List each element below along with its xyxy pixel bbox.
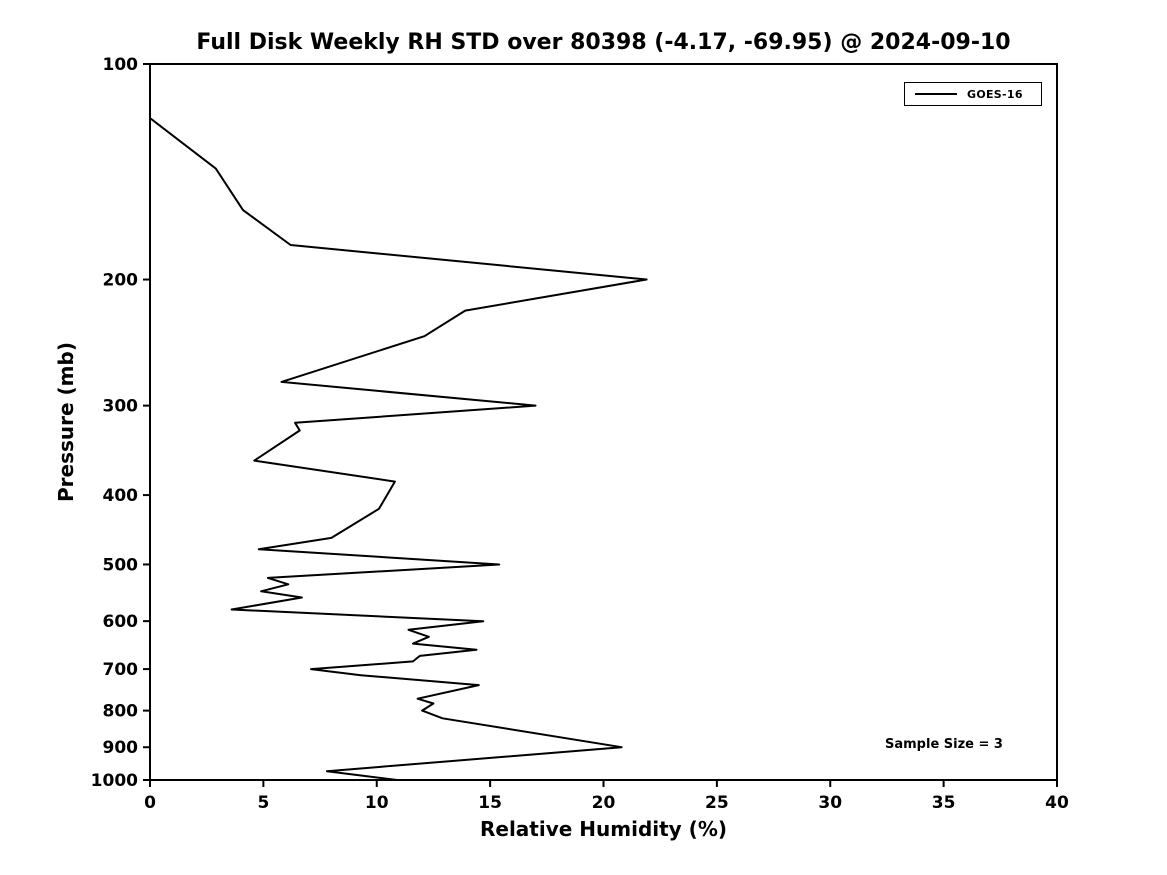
x-tick-label: 10 [365,793,389,813]
y-tick-label: 600 [103,612,139,632]
y-tick-label: 200 [103,271,139,291]
y-tick-label: 1000 [91,771,138,791]
y-tick-label: 800 [103,702,139,722]
legend-line-sample [915,93,957,95]
y-tick-label: 400 [103,486,139,506]
goes16-line [149,64,648,781]
chart-title: Full Disk Weekly RH STD over 80398 (-4.1… [196,30,1011,55]
y-tick-label: 500 [103,555,139,575]
y-tick-label: 300 [103,397,139,417]
y-tick-label: 100 [103,55,139,75]
legend: GOES-16 [904,82,1042,106]
x-tick-label: 0 [144,793,156,813]
y-tick-label: 700 [103,660,139,680]
x-tick-label: 30 [818,793,842,813]
x-tick-label: 5 [257,793,269,813]
y-tick-label: 900 [103,738,139,758]
x-tick-label: 25 [705,793,729,813]
x-axis-label: Relative Humidity (%) [479,817,728,841]
y-axis-label: Pressure (mb) [54,342,78,502]
x-tick-label: 20 [592,793,616,813]
legend-label: GOES-16 [967,87,1023,101]
x-tick-label: 40 [1045,793,1069,813]
x-tick-label: 15 [478,793,502,813]
x-tick-label: 35 [932,793,956,813]
sample-size-annotation: Sample Size = 3 [885,737,1003,752]
plot-frame [149,63,1058,781]
